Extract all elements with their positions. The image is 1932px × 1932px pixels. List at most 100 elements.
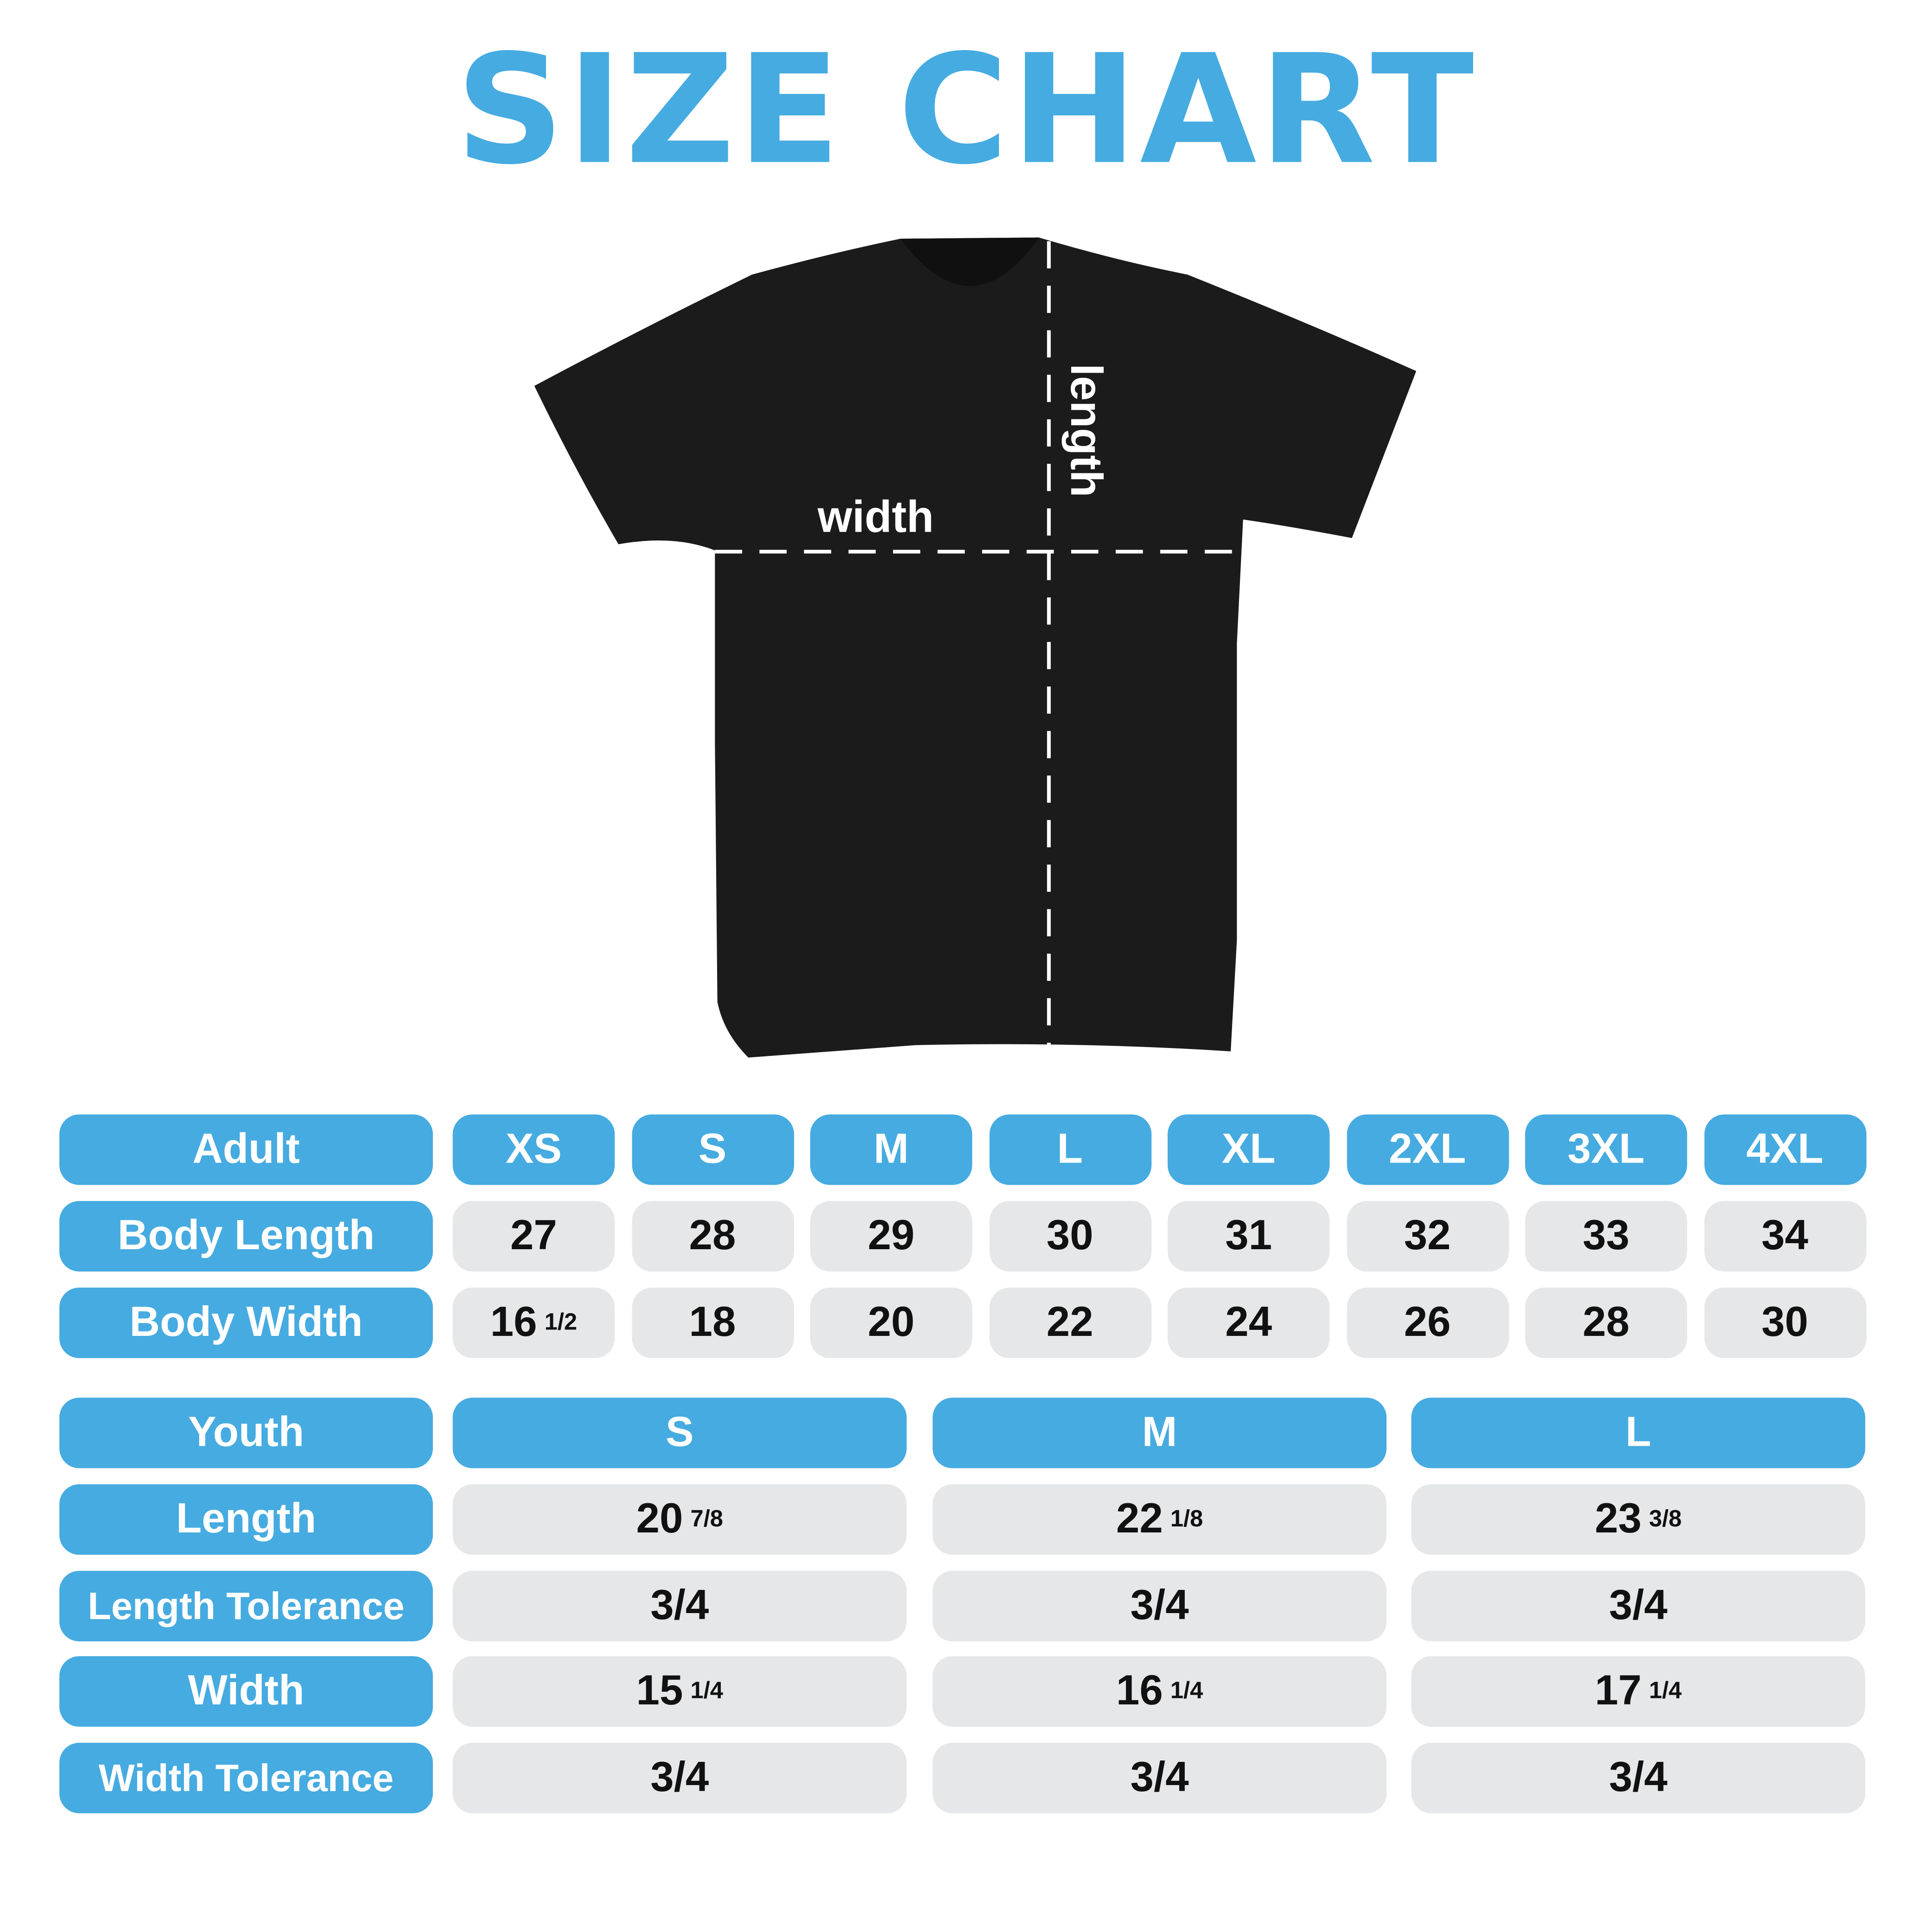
cell-value: 28 <box>689 1212 736 1259</box>
youth-value-cell: 16 1/4 <box>932 1656 1387 1727</box>
cell-value: 18 <box>689 1298 736 1346</box>
youth-value-cell: 17 1/4 <box>1411 1656 1865 1727</box>
adult-value-cell: 27 <box>452 1201 615 1272</box>
cell-value: 32 <box>1404 1212 1451 1259</box>
cell-fraction: 1/4 <box>690 1678 724 1704</box>
adult-row-label: Body Length <box>59 1201 433 1272</box>
cell-value: 30 <box>1761 1298 1808 1346</box>
adult-size-XL: XL <box>1167 1114 1330 1185</box>
length-label: length <box>1061 364 1111 497</box>
adult-size-M: M <box>810 1114 972 1185</box>
adult-value-cell: 24 <box>1167 1287 1330 1358</box>
adult-header: Adult <box>59 1114 433 1185</box>
cell-fraction: 7/8 <box>690 1506 724 1532</box>
youth-value-cell: 15 1/4 <box>452 1656 907 1727</box>
youth-size-L: L <box>1411 1398 1865 1468</box>
cell-value: 3/4 <box>1609 1582 1668 1629</box>
adult-value-cell: 16 1/2 <box>452 1287 615 1358</box>
youth-value-cell: 20 7/8 <box>452 1484 907 1555</box>
adult-size-4XL: 4XL <box>1703 1114 1866 1185</box>
cell-fraction: 3/8 <box>1649 1506 1682 1532</box>
youth-size-S: S <box>452 1398 907 1468</box>
youth-value-cell: 3/4 <box>452 1742 907 1813</box>
youth-row-label: Width <box>59 1656 433 1727</box>
youth-header: Youth <box>59 1398 433 1468</box>
cell-value: 29 <box>868 1212 915 1259</box>
cell-value: 3/4 <box>650 1582 709 1629</box>
tshirt-diagram: width length <box>534 237 1417 1058</box>
youth-row-label: Width Tolerance <box>59 1742 433 1813</box>
cell-value: 30 <box>1046 1212 1093 1259</box>
cell-value: Width Tolerance <box>98 1755 394 1799</box>
adult-size-XS: XS <box>452 1114 615 1185</box>
cell-value: M <box>1142 1409 1177 1456</box>
adult-value-cell: 28 <box>1525 1287 1687 1358</box>
youth-value-cell: 3/4 <box>452 1570 907 1641</box>
cell-value: 15 <box>636 1667 683 1715</box>
cell-value: 22 <box>1046 1298 1093 1346</box>
cell-value: 3/4 <box>650 1754 709 1801</box>
adult-value-cell: 33 <box>1525 1201 1687 1272</box>
cell-value: XL <box>1221 1125 1276 1173</box>
youth-value-cell: 22 1/8 <box>932 1484 1387 1555</box>
cell-value: Adult <box>192 1125 300 1173</box>
cell-value: Youth <box>188 1409 305 1456</box>
cell-fraction: 1/2 <box>544 1309 578 1335</box>
cell-value: 34 <box>1761 1212 1808 1259</box>
cell-value: 23 <box>1595 1495 1642 1543</box>
cell-value: 24 <box>1225 1298 1272 1346</box>
adult-size-L: L <box>989 1114 1151 1185</box>
adult-size-S: S <box>631 1114 794 1185</box>
width-label: width <box>817 492 934 541</box>
adult-value-cell: 30 <box>989 1201 1151 1272</box>
cell-value: 28 <box>1582 1298 1630 1346</box>
cell-value: 20 <box>868 1298 915 1346</box>
cell-fraction: 1/8 <box>1170 1506 1203 1532</box>
cell-value: 31 <box>1225 1212 1272 1259</box>
cell-value: 4XL <box>1746 1125 1824 1173</box>
adult-value-cell: 31 <box>1167 1201 1330 1272</box>
cell-value: Body Length <box>117 1212 375 1259</box>
cell-value: S <box>666 1409 694 1456</box>
adult-value-cell: 20 <box>810 1287 972 1358</box>
cell-value: 17 <box>1595 1667 1642 1715</box>
cell-value: L <box>1625 1409 1652 1456</box>
cell-value: 33 <box>1582 1212 1630 1259</box>
cell-value: 26 <box>1404 1298 1451 1346</box>
cell-value: 3XL <box>1567 1125 1645 1173</box>
youth-size-M: M <box>932 1398 1387 1468</box>
cell-value: 22 <box>1116 1495 1163 1543</box>
adult-size-2XL: 2XL <box>1346 1114 1509 1185</box>
cell-value: Width <box>188 1667 305 1715</box>
adult-value-cell: 34 <box>1703 1201 1866 1272</box>
tshirt-shape <box>534 237 1417 1058</box>
cell-value: Body Width <box>129 1298 363 1346</box>
cell-value: 3/4 <box>1130 1582 1189 1629</box>
page-title: SIZE CHART <box>455 22 1477 198</box>
youth-row-label: Length <box>59 1484 433 1555</box>
adult-value-cell: 29 <box>810 1201 972 1272</box>
adult-value-cell: 22 <box>989 1287 1151 1358</box>
cell-value: 16 <box>1116 1667 1163 1715</box>
cell-value: 3/4 <box>1130 1754 1189 1801</box>
youth-value-cell: 3/4 <box>932 1742 1387 1813</box>
cell-value: S <box>698 1125 727 1173</box>
adult-value-cell: 32 <box>1346 1201 1509 1272</box>
cell-value: 16 <box>490 1298 537 1346</box>
cell-value: 20 <box>636 1495 683 1543</box>
adult-value-cell: 18 <box>631 1287 794 1358</box>
adult-value-cell: 26 <box>1346 1287 1509 1358</box>
cell-value: L <box>1057 1125 1083 1173</box>
cell-value: XS <box>505 1125 562 1173</box>
adult-size-3XL: 3XL <box>1525 1114 1687 1185</box>
youth-row-label: Length Tolerance <box>59 1570 433 1641</box>
adult-row-label: Body Width <box>59 1287 433 1358</box>
youth-value-cell: 23 3/8 <box>1411 1484 1865 1555</box>
cell-value: 27 <box>510 1212 557 1259</box>
cell-fraction: 1/4 <box>1170 1678 1203 1704</box>
cell-value: 3/4 <box>1609 1754 1668 1801</box>
cell-value: 2XL <box>1389 1125 1466 1173</box>
adult-value-cell: 30 <box>1703 1287 1866 1358</box>
adult-value-cell: 28 <box>631 1201 794 1272</box>
